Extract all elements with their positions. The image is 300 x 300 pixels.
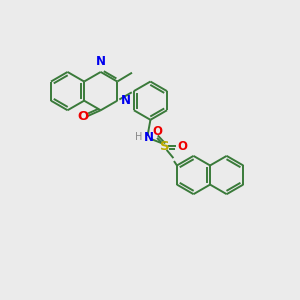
Text: H: H	[135, 133, 142, 142]
Text: O: O	[77, 110, 89, 123]
Text: S: S	[160, 140, 170, 153]
Text: N: N	[121, 94, 131, 107]
Text: N: N	[96, 56, 106, 68]
Text: O: O	[153, 125, 163, 138]
Text: O: O	[177, 140, 187, 153]
Text: N: N	[144, 131, 154, 144]
